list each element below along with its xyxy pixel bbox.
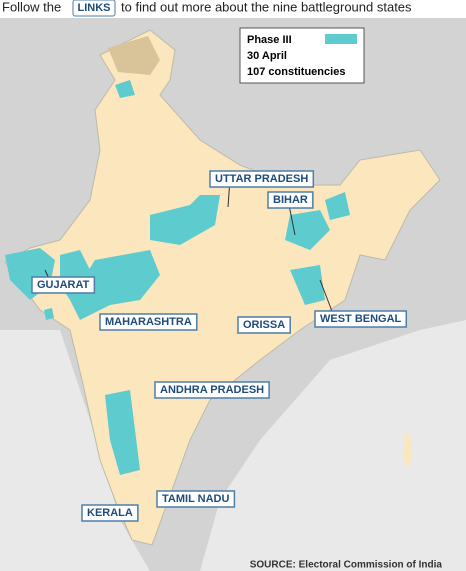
state-box[interactable] — [154, 381, 270, 399]
header-text: Follow the — [2, 0, 61, 14]
links-label[interactable]: LINKS — [78, 2, 111, 14]
legend-date: 30 April — [247, 50, 287, 62]
state-link[interactable]: KERALA — [81, 504, 139, 522]
state-label[interactable]: UTTAR PRADESH — [215, 173, 308, 185]
links-box[interactable] — [72, 0, 116, 17]
legend-count: 107 constituencies — [247, 66, 345, 78]
sea — [200, 320, 466, 571]
state-box[interactable] — [156, 490, 236, 508]
state-label[interactable]: GUJARAT — [37, 279, 90, 291]
state-box[interactable] — [267, 191, 314, 209]
state-label[interactable]: ANDHRA PRADESH — [160, 384, 264, 396]
state-label[interactable]: TAMIL NADU — [162, 493, 229, 505]
state-label[interactable]: WEST BENGAL — [320, 313, 402, 325]
state-box[interactable] — [237, 316, 291, 334]
legend: Phase III 30 April 107 constituencies — [239, 27, 365, 84]
links-button[interactable]: LINKS — [72, 0, 116, 17]
state-link[interactable]: ANDHRA PRADESH — [154, 381, 270, 399]
header-text: to find out more about the nine battlegr… — [121, 0, 412, 14]
islands — [404, 430, 412, 470]
state-label[interactable]: BIHAR — [273, 194, 308, 206]
state-box[interactable] — [314, 310, 408, 328]
state-link[interactable]: GUJARAT — [31, 269, 96, 294]
state-link[interactable]: MAHARASHTRA — [99, 313, 198, 331]
state-box[interactable] — [81, 504, 139, 522]
state-link[interactable]: WEST BENGAL — [314, 279, 408, 328]
state-link[interactable]: UTTAR PRADESH — [209, 170, 315, 208]
state-box[interactable] — [99, 313, 198, 331]
state-box[interactable] — [31, 276, 96, 294]
legend-swatch — [325, 34, 357, 44]
state-link[interactable]: BIHAR — [267, 191, 314, 236]
legend-title: Phase III — [247, 34, 292, 46]
state-box[interactable] — [209, 170, 315, 188]
kashmir — [108, 36, 160, 75]
source: SOURCE: Electoral Commission of India — [250, 560, 443, 571]
state-label[interactable]: ORISSA — [243, 319, 285, 331]
state-label[interactable]: MAHARASHTRA — [105, 316, 192, 328]
state-link[interactable]: TAMIL NADU — [156, 490, 236, 508]
state-link[interactable]: ORISSA — [237, 316, 291, 334]
state-label[interactable]: KERALA — [87, 507, 133, 519]
